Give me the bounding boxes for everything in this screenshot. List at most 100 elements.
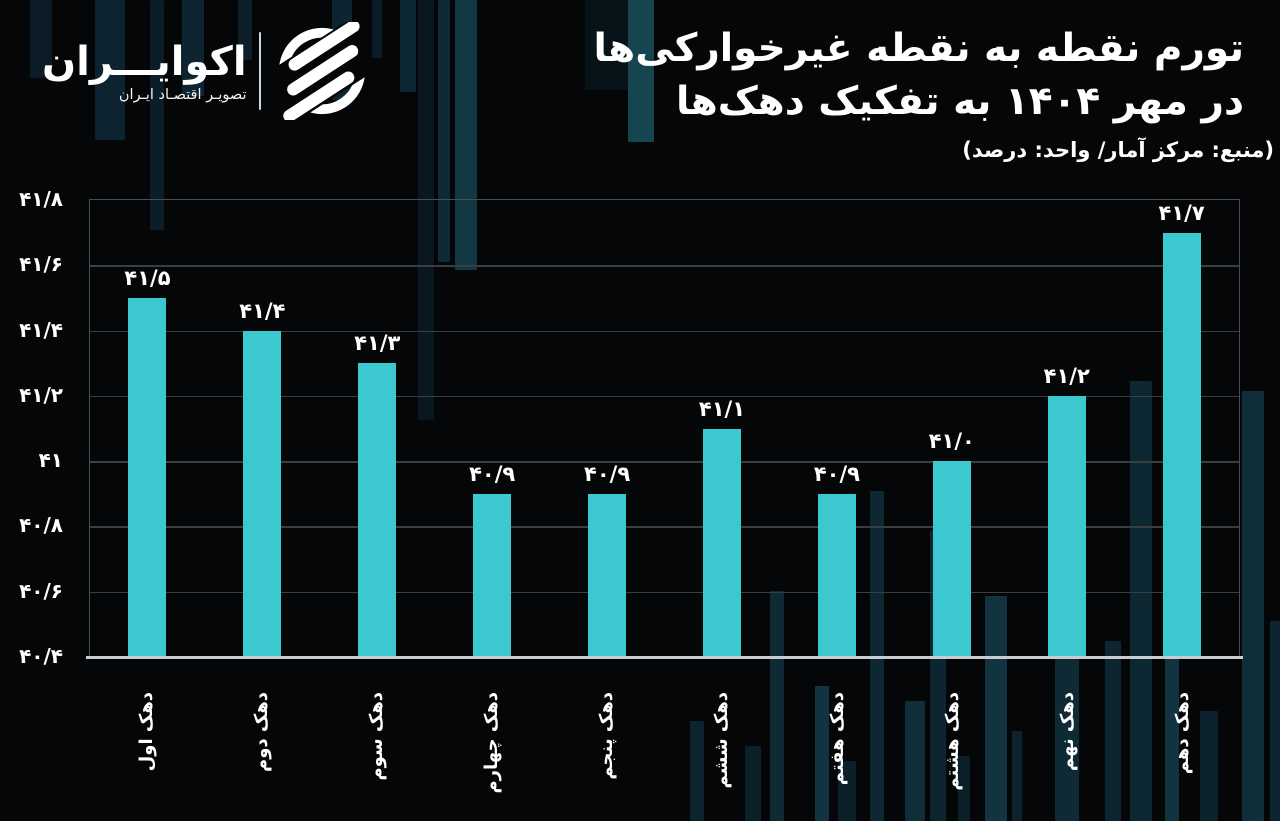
x-label-cell: دهک هشتم (895, 663, 1010, 821)
bar-value-label: ۴۱/۷ (1158, 200, 1205, 225)
x-tick-label: دهک سوم (366, 691, 388, 781)
bar (128, 297, 167, 657)
bar-value-label: ۴۱/۴ (239, 298, 286, 323)
x-label-cell: دهک نهم (1010, 663, 1125, 821)
x-tick-label: دهک ششم (711, 691, 733, 789)
background-bar (838, 761, 856, 821)
bar-value-label: ۴۱/۲ (1043, 363, 1090, 388)
x-label-cell: دهک ششم (664, 663, 779, 821)
background-bar (438, 0, 450, 262)
background-bar (690, 721, 704, 821)
ecoiran-logo-icon (272, 22, 371, 120)
brand-name: اکوایـــران (42, 39, 247, 85)
y-tick-label: ۴۰/۴ (19, 644, 63, 668)
background-bar (455, 0, 477, 270)
chart-header: تورم نقطه به نقطه غیرخوارکی‌ها در مهر ۱۴… (594, 22, 1274, 162)
y-tick-label: ۴۱/۶ (19, 252, 63, 277)
brand-logo: اکوایـــران تصویـر اقتصـاد ایـران (42, 22, 371, 120)
x-label-cell: دهک اول (89, 663, 204, 821)
x-tick-label: دهک دوم (251, 691, 273, 772)
x-label-cell: دهک پنجم (549, 663, 664, 821)
x-tick-label: دهک پنجم (596, 691, 618, 780)
background-bar (1200, 711, 1218, 821)
background-bar (150, 0, 164, 230)
background-bar (1012, 731, 1022, 821)
y-tick-label: ۴۱/۴ (19, 317, 63, 342)
background-bar (30, 0, 52, 78)
x-label-cell: دهک سوم (319, 663, 434, 821)
bar-slot: ۴۱/۰ (894, 200, 1009, 657)
bar (1047, 395, 1086, 657)
y-axis: ۴۱/۸ ۴۱/۶ ۴۱/۴ ۴۱/۲ ۴۱ ۴۰/۸ ۴۰/۶ ۴۰/۴ (0, 187, 63, 668)
x-axis-labels: دهک اول دهک دوم دهک سوم دهک چهارم دهک پنجم ده… (89, 663, 1240, 821)
bar (702, 428, 741, 657)
background-bar (815, 686, 829, 821)
y-tick-label: ۴۱/۸ (19, 187, 63, 211)
bar-value-label: ۴۰/۹ (813, 461, 860, 486)
background-bar (95, 0, 125, 140)
bar (1162, 232, 1201, 657)
background-bar (372, 0, 382, 58)
gridline (90, 330, 1239, 333)
bar (473, 493, 512, 657)
background-bar (905, 701, 925, 821)
background-bar (958, 756, 970, 821)
gridline (90, 461, 1239, 463)
page-title: تورم نقطه به نقطه غیرخوارکی‌ها در مهر ۱۴… (594, 22, 1244, 128)
background-bar (985, 596, 1007, 821)
background-bar (238, 0, 252, 60)
bar (588, 493, 627, 657)
bar-slot: ۴۱/۷ (1124, 200, 1239, 657)
brand-separator (258, 32, 261, 110)
bar-value-label: ۴۱/۵ (124, 265, 171, 290)
background-bar (1242, 391, 1264, 821)
bar-value-label: ۴۱/۳ (354, 331, 401, 356)
y-tick-label: ۴۱/۲ (19, 382, 63, 407)
title-line-1: تورم نقطه به نقطه غیرخوارکی‌ها (593, 26, 1244, 71)
bar-slot: ۴۱/۲ (1009, 200, 1124, 657)
bar-slot: ۴۰/۹ (779, 200, 894, 657)
source-unit-note: (منبع: مرکز آمار/ واحد: درصد) (962, 138, 1274, 162)
background-bar (1270, 621, 1280, 821)
x-label-cell: دهک دهم (1125, 663, 1240, 821)
x-tick-label: دهک دهم (1171, 691, 1193, 774)
bar (817, 493, 856, 657)
title-line-2: در مهر ۱۴۰۴ به تفکیک دهک‌ها (676, 79, 1244, 124)
background-bar (1130, 381, 1152, 821)
background-bar (770, 591, 784, 821)
gridline (90, 526, 1239, 528)
bar (932, 461, 971, 657)
background-bar (400, 0, 416, 92)
gridline (90, 591, 1239, 594)
bar (358, 363, 397, 657)
gridline (90, 395, 1239, 398)
x-tick-label: دهک چهارم (481, 691, 503, 794)
x-tick-label: دهک نهم (1056, 691, 1078, 771)
x-tick-label: دهک هفتم (826, 691, 848, 785)
bar-value-label: ۴۱/۱ (698, 396, 746, 421)
bar-series: ۴۱/۵ ۴۱/۴ ۴۱/۳ ۴۰/۹ ۴۰/۹ ۴۱/۱ ۴۰/۹ ۴۱/۰ ۴۱/۲ ۴۱/۷ (90, 200, 1239, 657)
bar-slot: ۴۰/۹ (435, 200, 550, 657)
plot-area: ۴۱/۸ ۴۱/۶ ۴۱/۴ ۴۱/۲ ۴۱ ۴۰/۸ ۴۰/۶ ۴۰/۴ ۴۱/۵ ۴۱/۴ ۴… (19, 187, 1243, 668)
x-axis-line (86, 656, 1243, 659)
x-tick-label: دهک هشتم (941, 691, 963, 791)
bar-value-label: ۴۱/۰ (928, 429, 975, 454)
bar-value-label: ۴۰/۹ (584, 461, 631, 486)
bar-slot: ۴۱/۴ (205, 200, 320, 657)
bar-slot: ۴۱/۵ (90, 200, 205, 657)
bar-value-label: ۴۰/۹ (469, 461, 516, 486)
background-bar (182, 0, 204, 96)
y-tick-label: ۴۱ (38, 448, 63, 473)
bar-slot: ۴۰/۹ (550, 200, 665, 657)
x-label-cell: دهک چهارم (434, 663, 549, 821)
gridline (90, 265, 1239, 267)
bar-slot: ۴۱/۱ (665, 200, 780, 657)
y-tick-label: ۴۰/۸ (19, 513, 63, 538)
brand-text: اکوایـــران تصویـر اقتصـاد ایـران (42, 39, 247, 103)
x-label-cell: دهک هفتم (780, 663, 895, 821)
background-bar (418, 0, 434, 420)
background-bar (1105, 641, 1121, 821)
x-label-cell: دهک دوم (204, 663, 319, 821)
y-tick-label: ۴۰/۶ (19, 578, 63, 603)
